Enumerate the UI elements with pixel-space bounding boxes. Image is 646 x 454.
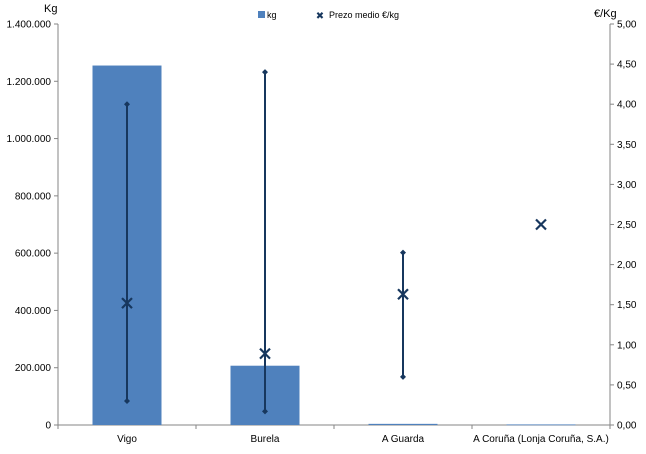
plot-area: 0 200.000 400.000 600.000 800.000 1.000.000 1.… [7, 20, 637, 446]
y-right-tick-label: 4,50 [617, 60, 637, 71]
price-avg-marker-3 [397, 288, 409, 301]
bar-kg-4 [506, 424, 576, 426]
price-avg-marker-2 [259, 347, 271, 360]
legend-label-kg: kg [267, 10, 277, 20]
y-right-tick-label: 3,00 [617, 180, 637, 191]
y-right-tick-label: 3,50 [617, 140, 637, 151]
y-right-tick-label: 2,00 [617, 260, 637, 271]
price-min-marker-3 [400, 373, 406, 380]
x-tick-label: Burela [251, 434, 280, 445]
y-right-tick-label: 1,50 [617, 300, 637, 311]
price-max-marker-3 [400, 249, 406, 256]
x-tick-label: A Guarda [382, 434, 425, 445]
price-min-marker-2 [262, 408, 268, 415]
y-left-tick-label: 200.000 [15, 363, 52, 374]
legend-label-price: Prezo medio €/kg [329, 10, 399, 20]
y-right-tick-label: 5,00 [617, 20, 637, 31]
price-avg-marker-1 [121, 297, 133, 309]
price-max-marker-1 [124, 101, 130, 108]
y-right-tick-label: 0,00 [617, 421, 637, 432]
legend-marker-price: ✖ [316, 11, 324, 22]
y-left-tick-label: 1.000.000 [7, 134, 52, 145]
bar-kg-3 [368, 423, 438, 425]
y-right-tick-label: 0,50 [617, 380, 637, 391]
y-left-axis-label: Kg [44, 3, 57, 15]
y-right-tick-label: 1,00 [617, 340, 637, 351]
y-left-tick-label: 0 [45, 421, 51, 432]
y-right-tick-label: 4,00 [617, 100, 637, 111]
y-right-tick-label: 2,50 [617, 220, 637, 231]
price-min-marker-1 [124, 397, 130, 404]
y-right-axis-label: €/Kg [594, 8, 617, 20]
x-tick-label: A Coruña (Lonja Coruña, S.A.) [473, 434, 609, 445]
y-left-tick-label: 600.000 [15, 249, 52, 260]
y-left-tick-label: 400.000 [15, 306, 52, 317]
y-left-tick-label: 800.000 [15, 191, 52, 202]
price-avg-marker-4 [535, 218, 547, 231]
y-left-tick-label: 1.200.000 [7, 77, 52, 88]
price-max-marker-2 [262, 69, 268, 76]
y-left-tick-label: 1.400.000 [7, 20, 52, 31]
x-tick-label: Vigo [117, 434, 137, 445]
legend: kg ✖ Prezo medio €/kg [258, 10, 399, 22]
legend-swatch-kg [258, 11, 265, 18]
